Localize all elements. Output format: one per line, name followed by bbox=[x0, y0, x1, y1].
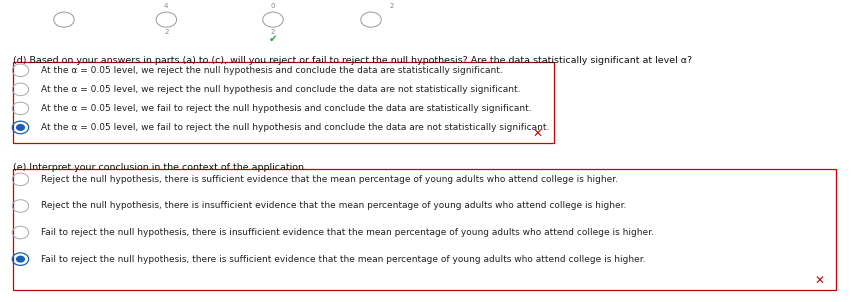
Text: At the α = 0.05 level, we reject the null hypothesis and conclude the data are n: At the α = 0.05 level, we reject the nul… bbox=[41, 85, 520, 94]
Text: At the α = 0.05 level, we fail to reject the null hypothesis and conclude the da: At the α = 0.05 level, we fail to reject… bbox=[41, 104, 531, 113]
Text: Fail to reject the null hypothesis, there is sufficient evidence that the mean p: Fail to reject the null hypothesis, ther… bbox=[41, 255, 645, 264]
Text: 2: 2 bbox=[270, 29, 275, 35]
Ellipse shape bbox=[16, 255, 25, 263]
Ellipse shape bbox=[16, 124, 25, 131]
Text: (d) Based on your answers in parts (a) to (c), will you reject or fail to reject: (d) Based on your answers in parts (a) t… bbox=[13, 56, 691, 65]
Text: At the α = 0.05 level, we fail to reject the null hypothesis and conclude the da: At the α = 0.05 level, we fail to reject… bbox=[41, 123, 549, 132]
Text: 2: 2 bbox=[389, 3, 394, 9]
Text: 2: 2 bbox=[164, 29, 169, 35]
Text: (e) Interpret your conclusion in the context of the application.: (e) Interpret your conclusion in the con… bbox=[13, 163, 307, 172]
Text: Fail to reject the null hypothesis, there is insufficient evidence that the mean: Fail to reject the null hypothesis, ther… bbox=[41, 228, 653, 237]
Text: 0: 0 bbox=[270, 3, 275, 9]
Text: Reject the null hypothesis, there is insufficient evidence that the mean percent: Reject the null hypothesis, there is ins… bbox=[41, 201, 625, 210]
Text: ✕: ✕ bbox=[532, 128, 542, 141]
Text: 4: 4 bbox=[164, 3, 169, 9]
Text: ✔: ✔ bbox=[268, 34, 277, 44]
Text: Reject the null hypothesis, there is sufficient evidence that the mean percentag: Reject the null hypothesis, there is suf… bbox=[41, 175, 617, 184]
Text: At the α = 0.05 level, we reject the null hypothesis and conclude the data are s: At the α = 0.05 level, we reject the nul… bbox=[41, 66, 502, 75]
Text: ✕: ✕ bbox=[814, 275, 824, 288]
